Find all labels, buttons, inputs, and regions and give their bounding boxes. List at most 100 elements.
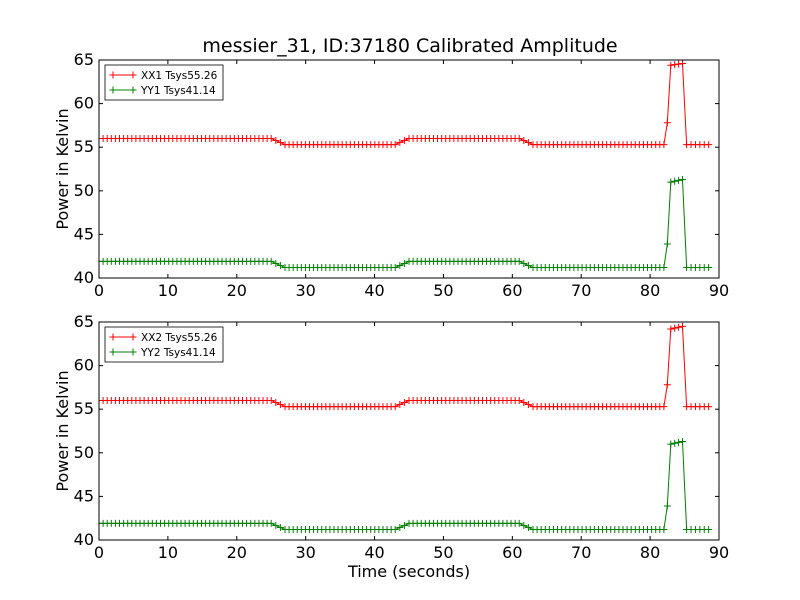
data-point-marker bbox=[515, 257, 523, 265]
y-tick-label: 40 bbox=[74, 268, 94, 287]
y-tick-label: 65 bbox=[74, 312, 94, 331]
data-point-marker bbox=[667, 178, 675, 186]
data-point-marker bbox=[400, 259, 408, 267]
data-point-marker bbox=[660, 264, 668, 272]
data-point-marker bbox=[396, 139, 404, 147]
x-tick-label: 0 bbox=[94, 543, 104, 562]
series-group bbox=[99, 60, 713, 272]
data-point-marker bbox=[524, 401, 532, 409]
data-point-marker bbox=[667, 325, 675, 333]
x-tick-label: 40 bbox=[364, 543, 384, 562]
x-tick-label: 90 bbox=[709, 281, 729, 300]
data-point-marker bbox=[267, 257, 275, 265]
data-point-marker bbox=[396, 262, 404, 270]
data-point-marker bbox=[520, 521, 528, 529]
data-point-marker bbox=[515, 519, 523, 527]
data-point-marker bbox=[524, 262, 532, 270]
data-point-marker bbox=[400, 399, 408, 407]
y-tick-label: 60 bbox=[74, 356, 94, 375]
x-tick-label: 0 bbox=[94, 281, 104, 300]
data-point-marker bbox=[396, 401, 404, 409]
x-tick-label: 70 bbox=[571, 543, 591, 562]
legend-box bbox=[104, 64, 224, 101]
legend-label: YY2 Tsys41.14 bbox=[140, 347, 216, 359]
data-point-marker bbox=[391, 403, 399, 411]
data-point-marker bbox=[660, 403, 668, 411]
data-point-marker bbox=[705, 403, 713, 411]
legend-marker bbox=[109, 333, 117, 341]
chart-title: messier_31, ID:37180 Calibrated Amplitud… bbox=[202, 35, 617, 57]
data-point-marker bbox=[675, 176, 683, 184]
data-point-marker bbox=[267, 134, 275, 142]
data-point-marker bbox=[400, 137, 408, 145]
data-point-marker bbox=[663, 119, 671, 127]
series-group bbox=[99, 322, 713, 534]
data-point-marker bbox=[675, 323, 683, 331]
x-tick-label: 50 bbox=[433, 281, 453, 300]
x-tick-label: 40 bbox=[364, 281, 384, 300]
legend: XX2 Tsys55.26 YY2 Tsys41.14 bbox=[104, 326, 224, 363]
data-point-marker bbox=[524, 524, 532, 532]
legend-label: XX2 Tsys55.26 bbox=[141, 332, 218, 344]
y-tick-label: 60 bbox=[74, 94, 94, 113]
data-point-marker bbox=[663, 240, 671, 248]
data-point-marker bbox=[671, 177, 679, 185]
x-tick-label: 60 bbox=[502, 281, 522, 300]
data-point-marker bbox=[520, 137, 528, 145]
x-tick-label: 20 bbox=[227, 281, 247, 300]
data-point-marker bbox=[391, 264, 399, 272]
data-point-marker bbox=[272, 259, 280, 267]
x-tick-label: 90 bbox=[709, 543, 729, 562]
data-point-marker bbox=[391, 141, 399, 149]
data-point-marker bbox=[520, 399, 528, 407]
plot-frame bbox=[98, 59, 720, 279]
data-point-marker bbox=[675, 60, 683, 68]
data-point-marker bbox=[705, 526, 713, 534]
y-tick-label: 50 bbox=[74, 443, 94, 462]
y-axis-label: Power in Kelvin bbox=[53, 370, 72, 491]
x-tick-label: 10 bbox=[158, 281, 178, 300]
data-point-marker bbox=[276, 139, 284, 147]
data-point-marker bbox=[667, 440, 675, 448]
data-point-marker bbox=[660, 141, 668, 149]
subplot-top: messier_31, ID:37180 Calibrated Amplitud… bbox=[53, 35, 729, 300]
legend-marker bbox=[109, 348, 117, 356]
data-point-marker bbox=[515, 396, 523, 404]
subplot-bottom: Power in Kelvin Time (seconds) 0 10 20 30 40… bbox=[53, 312, 729, 581]
x-axis-label: Time (seconds) bbox=[347, 562, 470, 581]
data-point-marker bbox=[678, 175, 686, 183]
y-tick-label: 45 bbox=[74, 486, 94, 505]
data-point-marker bbox=[276, 262, 284, 270]
x-tick-label: 80 bbox=[640, 281, 660, 300]
data-point-marker bbox=[272, 521, 280, 529]
x-tick-label: 10 bbox=[158, 543, 178, 562]
x-tick-label: 50 bbox=[433, 543, 453, 562]
data-point-marker bbox=[276, 401, 284, 409]
data-point-marker bbox=[396, 524, 404, 532]
data-point-marker bbox=[660, 526, 668, 534]
x-tick-label: 30 bbox=[295, 281, 315, 300]
plot-area: 0 10 20 30 40 50 60 70 80 90 40 45 50 55 60 65 XX1 Tsys5… bbox=[74, 50, 730, 300]
plot-area: 0 10 20 30 40 50 60 70 80 90 40 45 50 55 60 65 XX2 Tsys5… bbox=[74, 312, 730, 562]
x-tick-label: 20 bbox=[227, 543, 247, 562]
data-point-marker bbox=[524, 139, 532, 147]
legend-marker bbox=[109, 86, 117, 94]
y-tick-label: 55 bbox=[74, 399, 94, 418]
data-point-marker bbox=[675, 438, 683, 446]
y-tick-label: 45 bbox=[74, 224, 94, 243]
data-point-marker bbox=[667, 61, 675, 69]
legend-label: YY1 Tsys41.14 bbox=[140, 85, 216, 97]
data-point-marker bbox=[663, 502, 671, 510]
data-point-marker bbox=[400, 521, 408, 529]
x-tick-label: 60 bbox=[502, 543, 522, 562]
data-point-marker bbox=[671, 439, 679, 447]
legend: XX1 Tsys55.26 YY1 Tsys41.14 bbox=[104, 64, 224, 101]
plot-frame bbox=[98, 321, 720, 541]
y-tick-label: 65 bbox=[74, 50, 94, 69]
x-tick-label: 80 bbox=[640, 543, 660, 562]
data-point-marker bbox=[272, 399, 280, 407]
legend-box bbox=[104, 326, 224, 363]
data-point-marker bbox=[705, 264, 713, 272]
legend-label: XX1 Tsys55.26 bbox=[141, 70, 218, 82]
